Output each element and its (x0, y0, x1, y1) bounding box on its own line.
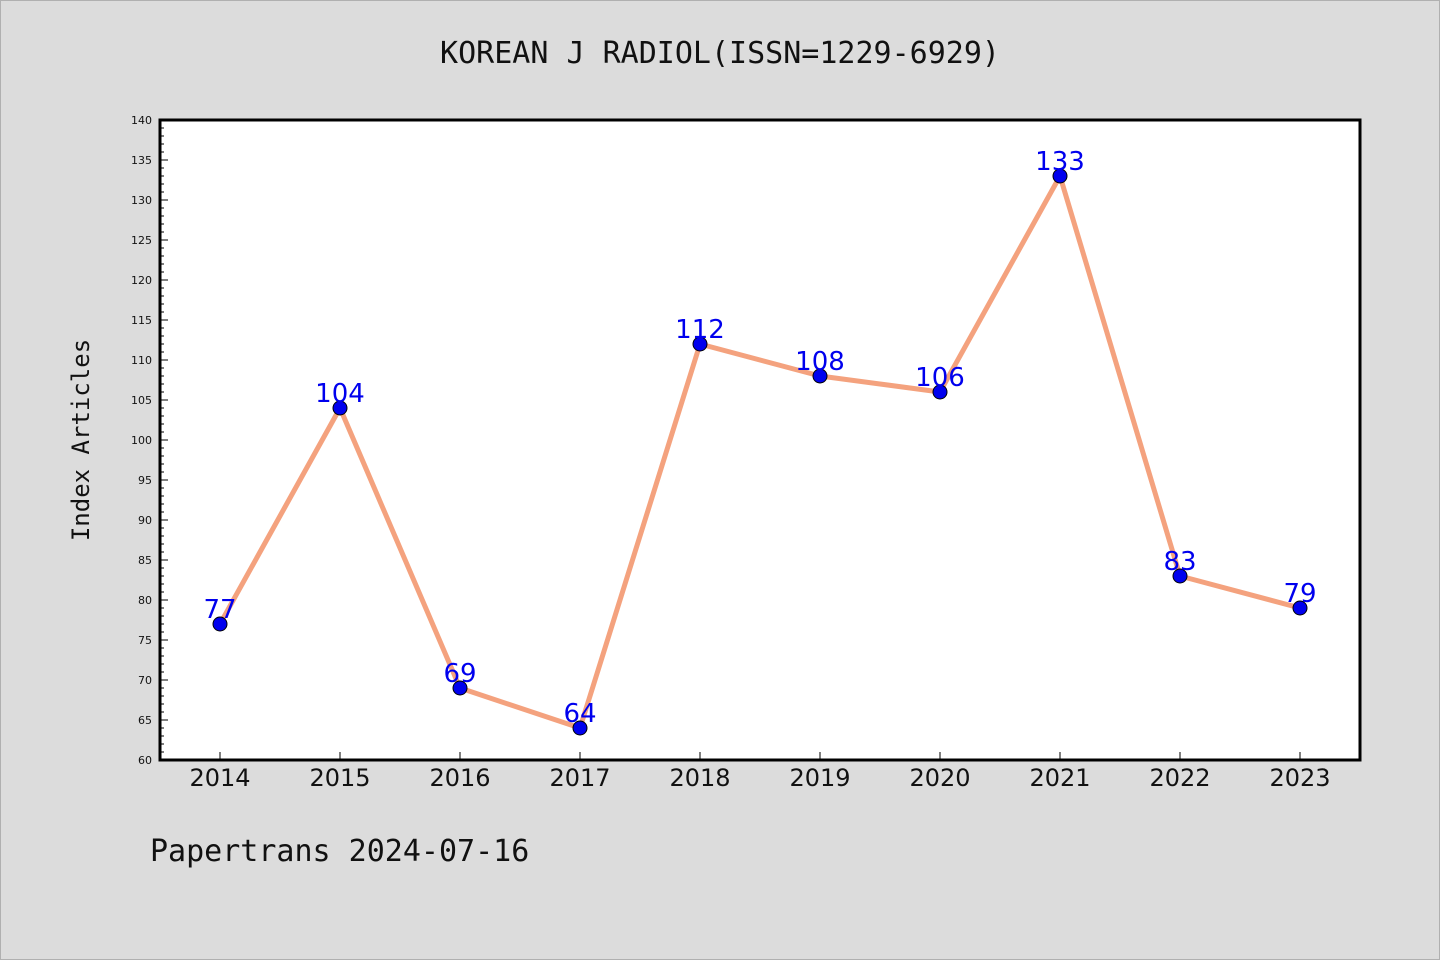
data-label: 69 (443, 659, 476, 689)
y-tick-label: 80 (138, 594, 152, 607)
x-tick-label: 2021 (1029, 764, 1090, 792)
y-tick-label: 105 (131, 394, 152, 407)
y-tick-label: 90 (138, 514, 152, 527)
x-tick-label: 2018 (669, 764, 730, 792)
data-labels: 77 104 69 64 112 108 106 133 83 79 (203, 147, 1316, 729)
data-label: 106 (915, 363, 965, 393)
y-tick-label: 130 (131, 194, 152, 207)
data-point (1172, 568, 1188, 584)
x-tick-label: 2020 (909, 764, 970, 792)
x-tick-label: 2015 (309, 764, 370, 792)
data-point (932, 384, 948, 400)
y-tick-label: 65 (138, 714, 152, 727)
x-tick-label: 2017 (549, 764, 610, 792)
data-point (452, 680, 468, 696)
y-tick-label: 120 (131, 274, 152, 287)
x-tick-label: 2019 (789, 764, 850, 792)
x-tick-label: 2014 (189, 764, 250, 792)
y-tick-label: 95 (138, 474, 152, 487)
data-point (332, 400, 348, 416)
y-tick-label: 60 (138, 754, 152, 767)
data-point (1052, 168, 1068, 184)
plot-area (158, 118, 1362, 762)
data-label: 79 (1283, 579, 1316, 609)
y-tick-label: 75 (138, 634, 152, 647)
data-label: 83 (1163, 547, 1196, 577)
data-label: 104 (315, 379, 365, 409)
data-point (212, 616, 228, 632)
y-tick-label: 125 (131, 234, 152, 247)
data-point (572, 720, 588, 736)
x-tick-label: 2022 (1149, 764, 1210, 792)
data-label: 77 (203, 595, 236, 625)
series-line (217, 173, 1301, 731)
x-axis-ticks: 2014 2015 2016 2017 2018 2019 2020 2021 2022 2023 (189, 752, 1331, 792)
footer-credit: Papertrans 2024-07-16 (150, 834, 530, 869)
data-label: 112 (675, 315, 725, 345)
y-tick-label: 100 (131, 434, 152, 447)
chart-title: KOREAN J RADIOL(ISSN=1229-6929) (440, 36, 1000, 71)
data-label: 64 (563, 699, 596, 729)
y-tick-label: 70 (138, 674, 152, 687)
data-point (692, 336, 708, 352)
y-tick-label: 115 (131, 314, 152, 327)
data-point (1292, 600, 1308, 616)
x-tick-label: 2016 (429, 764, 490, 792)
y-tick-label: 140 (131, 114, 152, 127)
y-tick-label: 135 (131, 154, 152, 167)
y-tick-label: 110 (131, 354, 152, 367)
y-axis-ticks: 60 65 70 75 80 85 90 95 100 105 110 115 120 125 130 135… (131, 114, 168, 767)
data-point (812, 368, 828, 384)
data-label: 108 (795, 347, 845, 377)
series-lines (217, 173, 1301, 731)
y-tick-label: 85 (138, 554, 152, 567)
data-label: 133 (1035, 147, 1085, 177)
x-tick-label: 2023 (1269, 764, 1330, 792)
series-points (212, 168, 1308, 736)
